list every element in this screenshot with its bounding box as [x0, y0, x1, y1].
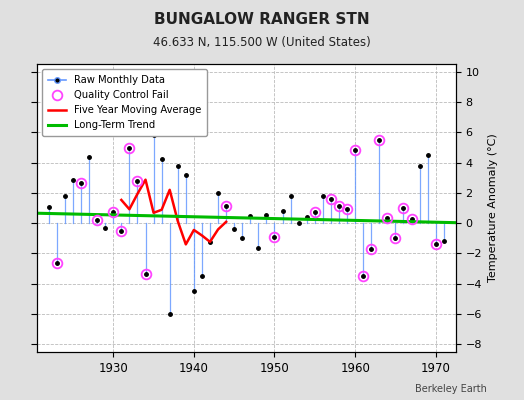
- Text: 46.633 N, 115.500 W (United States): 46.633 N, 115.500 W (United States): [153, 36, 371, 49]
- Text: Berkeley Earth: Berkeley Earth: [416, 384, 487, 394]
- Text: BUNGALOW RANGER STN: BUNGALOW RANGER STN: [154, 12, 370, 27]
- Y-axis label: Temperature Anomaly (°C): Temperature Anomaly (°C): [488, 134, 498, 282]
- Legend: Raw Monthly Data, Quality Control Fail, Five Year Moving Average, Long-Term Tren: Raw Monthly Data, Quality Control Fail, …: [42, 69, 207, 136]
